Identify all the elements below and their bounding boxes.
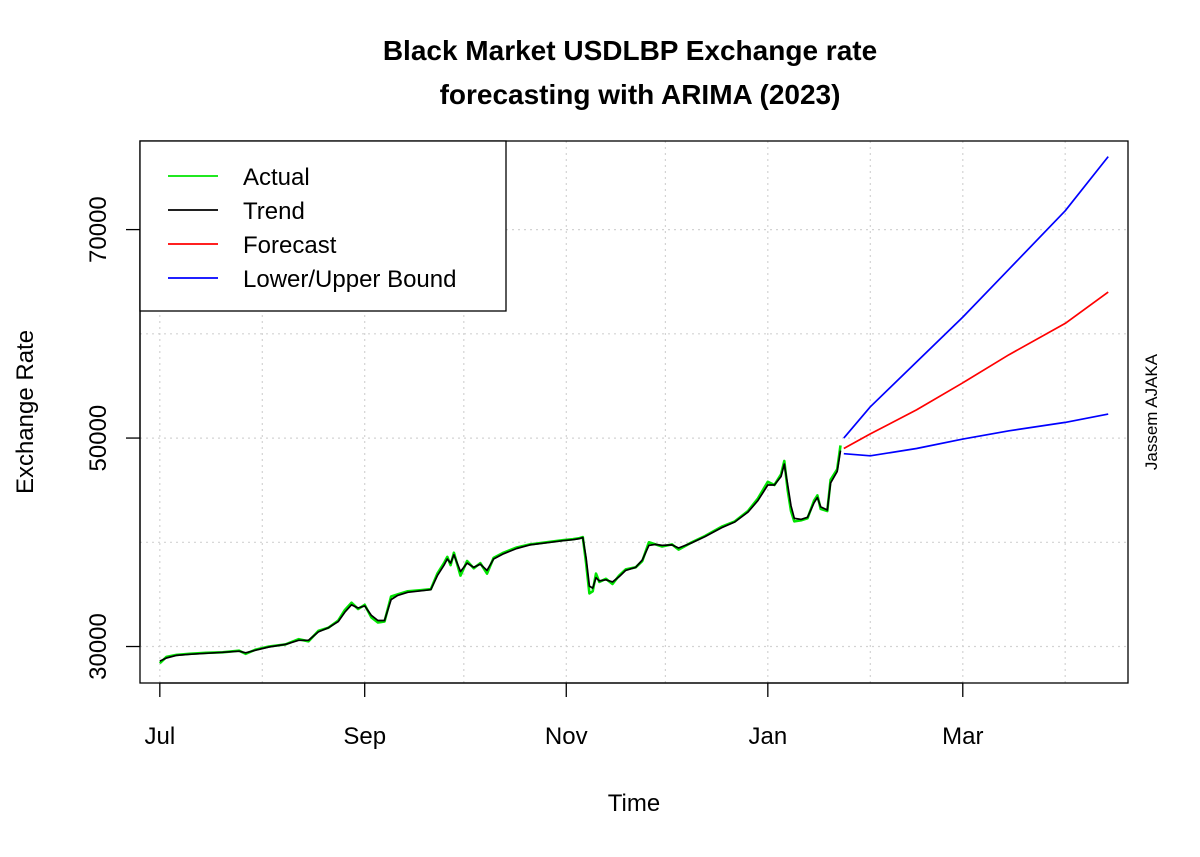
series-lines: [158, 156, 1109, 665]
legend-box: [139, 140, 507, 312]
legend-label: Lower/Upper Bound: [243, 266, 456, 293]
x-tick-label: Sep: [343, 723, 386, 750]
series-line-lower-bound: [843, 413, 1109, 457]
x-axis: Jul Sep Nov Jan Mar: [144, 682, 983, 750]
x-axis-label: Time: [608, 790, 660, 817]
x-tick-label: Mar: [942, 723, 983, 750]
legend: Actual Trend Forecast Lower/Upper Bound: [139, 140, 507, 312]
series-line-forecast: [843, 291, 1109, 450]
y-tick-label: 70000: [85, 196, 112, 263]
y-axis-label: Exchange Rate: [12, 330, 39, 494]
y-axis: 30000 50000 70000: [85, 196, 141, 680]
legend-label: Forecast: [243, 232, 337, 259]
legend-entries: Actual Trend Forecast Lower/Upper Bound: [168, 164, 456, 293]
series-line-trend: [159, 450, 842, 662]
chart-title-line1: Black Market USDLBP Exchange rate: [383, 35, 877, 66]
y-tick-label: 30000: [85, 613, 112, 680]
legend-label: Trend: [243, 198, 305, 225]
series-line-upper-bound: [843, 156, 1109, 439]
x-tick-label: Jan: [748, 723, 787, 750]
legend-label: Actual: [243, 164, 310, 191]
y-tick-label: 50000: [85, 405, 112, 472]
x-tick-label: Jul: [144, 723, 175, 750]
x-tick-label: Nov: [545, 723, 588, 750]
grid-lines: [140, 141, 1128, 683]
author-label: Jassem AJAKA: [1142, 353, 1161, 470]
chart-title-line2: forecasting with ARIMA (2023): [440, 79, 841, 110]
